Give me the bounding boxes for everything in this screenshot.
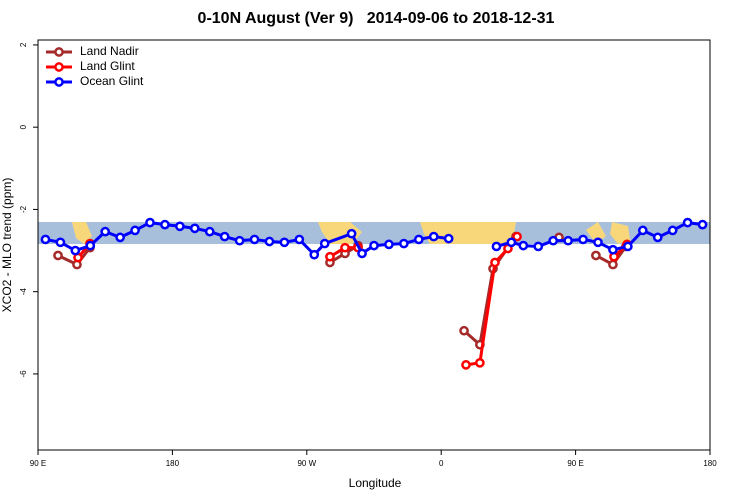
y-tick-label: -2 [19,205,28,213]
legend-label: Land Nadir [80,44,139,58]
series-line [76,235,629,367]
data-point [506,237,517,248]
data-point [548,235,559,246]
data-point [533,241,544,252]
data-point [512,231,522,242]
data-point [279,237,290,248]
data-point [428,231,439,242]
map-band [38,222,710,244]
data-point [608,259,618,270]
data-point [234,235,245,246]
data-point [475,357,485,368]
data-point [294,234,305,245]
data-point [563,235,573,246]
data-point [100,226,111,237]
data-point [53,250,63,261]
data-point [319,238,330,249]
data-point [175,221,185,232]
data-point [697,219,708,230]
x-tick-label: 90 W [297,459,316,468]
data-point [667,225,678,236]
legend-marker [54,47,64,57]
data-point [623,241,633,252]
data-point [682,217,693,228]
data-point [384,239,394,250]
data-point [204,226,215,237]
y-axis-label: XCO2 - MLO trend (ppm) [0,178,14,313]
data-point [325,251,335,262]
y-tick-label: 0 [19,124,28,129]
data-point [145,217,155,228]
data-point [115,232,125,243]
data-point [443,233,454,244]
legend-label: Ocean Glint [80,74,144,88]
data-point [593,237,603,248]
data-point [249,234,260,245]
data-point [340,242,350,253]
data-point [490,257,500,268]
x-tick-label: 90 E [30,459,46,468]
data-point [413,234,424,245]
x-tick-label: 180 [703,459,717,468]
data-point [518,240,529,251]
data-point [578,234,588,245]
x-tick-label: 180 [166,459,180,468]
data-point [369,240,379,251]
chart-title: 0-10N August (Ver 9) 2014-09-06 to 2018-… [198,10,555,27]
x-axis-label: Longitude [349,476,402,490]
data-point [70,245,81,256]
plot-frame [37,39,711,451]
data-point [189,223,200,234]
data-point [652,232,663,243]
legend-item: Ocean Glint [46,74,144,88]
data-point [608,244,618,255]
data-point [637,225,648,236]
y-tick-label: 2 [19,42,28,47]
legend-marker [54,77,64,87]
data-point [591,250,601,261]
legend-marker [54,62,64,72]
data-point [346,228,357,239]
data-point [357,248,367,259]
x-tick-label: 90 E [567,459,583,468]
y-tick-label: -6 [19,370,28,378]
data-point [399,238,409,249]
data-point [130,225,140,236]
data-point [219,231,230,242]
x-tick-label: 0 [439,459,444,468]
data-point [40,234,51,245]
data-point [309,249,320,260]
data-point [160,219,170,230]
y-tick-label: -4 [19,288,28,296]
legend-label: Land Glint [80,59,135,73]
data-point [85,240,96,251]
data-point [459,325,469,336]
legend-item: Land Nadir [46,44,139,58]
data-point [491,241,502,252]
data-point [461,360,471,370]
legend-item: Land Glint [46,59,135,73]
data-point [55,237,66,248]
data-point [264,236,275,247]
